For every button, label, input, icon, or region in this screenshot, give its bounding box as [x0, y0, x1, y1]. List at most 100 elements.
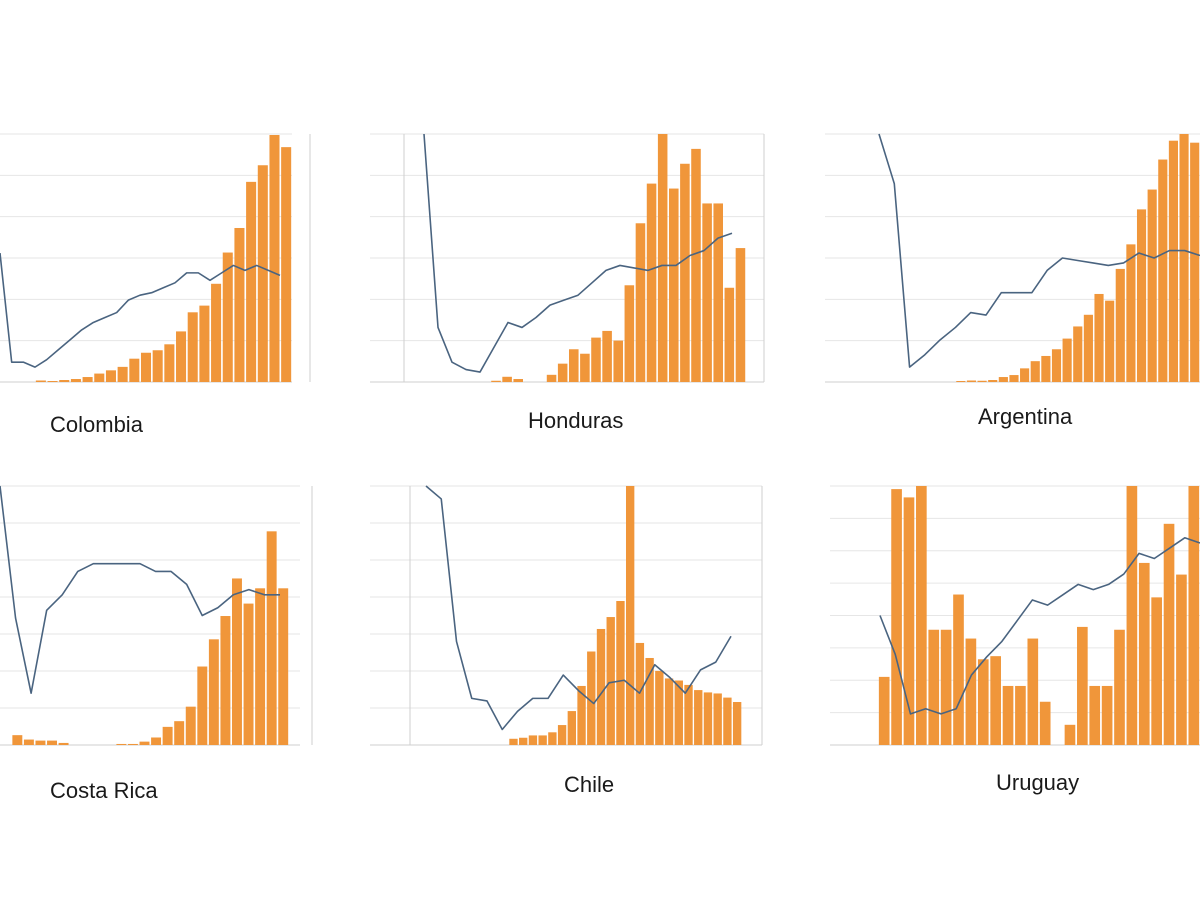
bar-chile-7 [528, 735, 538, 745]
bar-uruguay-12 [1027, 638, 1039, 745]
bar-costa-rica-23 [266, 531, 277, 745]
chart-panel-honduras: Honduras [370, 130, 770, 433]
bar-colombia-22 [257, 165, 268, 382]
line-series-argentina [878, 133, 1200, 368]
bar-argentina-23 [1158, 159, 1168, 382]
bar-argentina-17 [1094, 293, 1104, 382]
line-series-colombia [0, 252, 281, 368]
chart-title-costa-rica: Costa Rica [50, 778, 158, 803]
bar-uruguay-17 [1089, 685, 1101, 745]
bar-argentina-5 [966, 380, 977, 382]
bar-chile-24 [694, 690, 703, 745]
bar-uruguay-6 [953, 594, 964, 745]
bar-argentina-14 [1062, 338, 1072, 382]
bar-uruguay-7 [965, 638, 977, 745]
bar-chile-5 [509, 738, 518, 745]
bar-argentina-25 [1179, 134, 1189, 382]
bar-chile-14 [596, 628, 606, 745]
bar-argentina-10 [1020, 368, 1030, 382]
bar-honduras-15 [613, 340, 623, 382]
bar-colombia-23 [269, 134, 280, 382]
bar-uruguay-15 [1064, 724, 1076, 745]
bar-costa-rica-1 [12, 735, 23, 745]
bar-costa-rica-21 [243, 603, 254, 745]
bar-uruguay-16 [1077, 626, 1088, 745]
bar-uruguay-22 [1151, 597, 1162, 745]
bar-colombia-14 [164, 344, 175, 382]
bar-uruguay-24 [1176, 574, 1187, 745]
bar-honduras-11 [569, 349, 579, 382]
bar-honduras-18 [646, 183, 657, 382]
bar-uruguay-21 [1138, 562, 1150, 745]
bar-chile-12 [577, 685, 586, 745]
bar-argentina-11 [1030, 361, 1040, 382]
bar-honduras-26 [735, 248, 746, 382]
bar-costa-rica-18 [208, 639, 219, 745]
bar-uruguay-4 [928, 629, 940, 745]
bar-chile-17 [625, 486, 635, 745]
bar-chile-22 [674, 680, 683, 745]
bar-honduras-17 [635, 223, 646, 382]
bar-colombia-5 [59, 380, 70, 382]
bar-argentina-4 [956, 381, 966, 382]
bar-argentina-6 [977, 380, 987, 382]
bar-argentina-9 [1009, 375, 1019, 382]
bar-costa-rica-16 [185, 706, 196, 745]
bar-colombia-18 [211, 283, 222, 382]
bar-colombia-21 [246, 181, 257, 382]
chart-panel-costa-rica: Costa Rica [0, 480, 330, 810]
chart-panel-argentina: Argentina [825, 130, 1200, 429]
bar-argentina-7 [988, 380, 998, 382]
chart-costa-rica [0, 485, 313, 746]
bar-colombia-17 [199, 305, 210, 382]
chart-chile [370, 485, 763, 746]
bar-colombia-15 [176, 331, 187, 382]
bar-chile-19 [645, 657, 654, 745]
chart-title-argentina: Argentina [978, 404, 1073, 429]
bar-chile-13 [587, 651, 596, 745]
bar-uruguay-2 [903, 497, 915, 745]
line-series-chile [425, 485, 732, 731]
bar-chile-8 [538, 735, 547, 745]
bar-colombia-4 [47, 381, 58, 382]
bar-chile-18 [635, 642, 645, 745]
chart-title-uruguay: Uruguay [996, 770, 1080, 795]
bar-chile-25 [703, 692, 713, 745]
bar-costa-rica-3 [35, 740, 46, 745]
bar-colombia-19 [222, 252, 233, 382]
bar-colombia-12 [140, 352, 152, 382]
bar-colombia-7 [82, 377, 93, 382]
bar-honduras-6 [513, 379, 523, 382]
chart-panel-uruguay: Uruguay [830, 480, 1200, 810]
bar-costa-rica-20 [232, 578, 242, 745]
chart-title-honduras: Honduras [528, 408, 624, 433]
bar-honduras-20 [669, 188, 679, 382]
bar-uruguay-23 [1163, 523, 1175, 745]
bar-argentina-24 [1168, 140, 1178, 382]
bar-argentina-8 [998, 377, 1008, 382]
chart-panel-chile: Chile [370, 480, 780, 810]
bar-argentina-18 [1105, 300, 1115, 382]
bar-argentina-19 [1115, 268, 1125, 382]
bar-colombia-3 [35, 380, 46, 382]
chart-argentina [825, 133, 1200, 383]
chart-colombia [0, 133, 311, 383]
bar-chile-28 [732, 702, 742, 745]
bar-argentina-21 [1136, 209, 1147, 382]
bar-chile-10 [557, 725, 567, 745]
bar-costa-rica-2 [23, 739, 34, 745]
bar-uruguay-25 [1188, 486, 1200, 745]
bar-costa-rica-5 [58, 742, 69, 745]
bar-argentina-22 [1147, 189, 1157, 382]
bar-argentina-13 [1051, 349, 1062, 382]
bar-colombia-9 [105, 370, 116, 382]
bar-uruguay-19 [1114, 629, 1125, 745]
bar-argentina-20 [1126, 244, 1136, 382]
bar-chile-20 [655, 670, 664, 745]
bar-uruguay-3 [916, 486, 927, 745]
bar-chile-27 [723, 697, 732, 745]
bar-costa-rica-14 [162, 726, 173, 745]
bar-uruguay-13 [1039, 701, 1051, 745]
bar-chile-11 [567, 711, 577, 745]
bar-argentina-26 [1190, 142, 1200, 382]
